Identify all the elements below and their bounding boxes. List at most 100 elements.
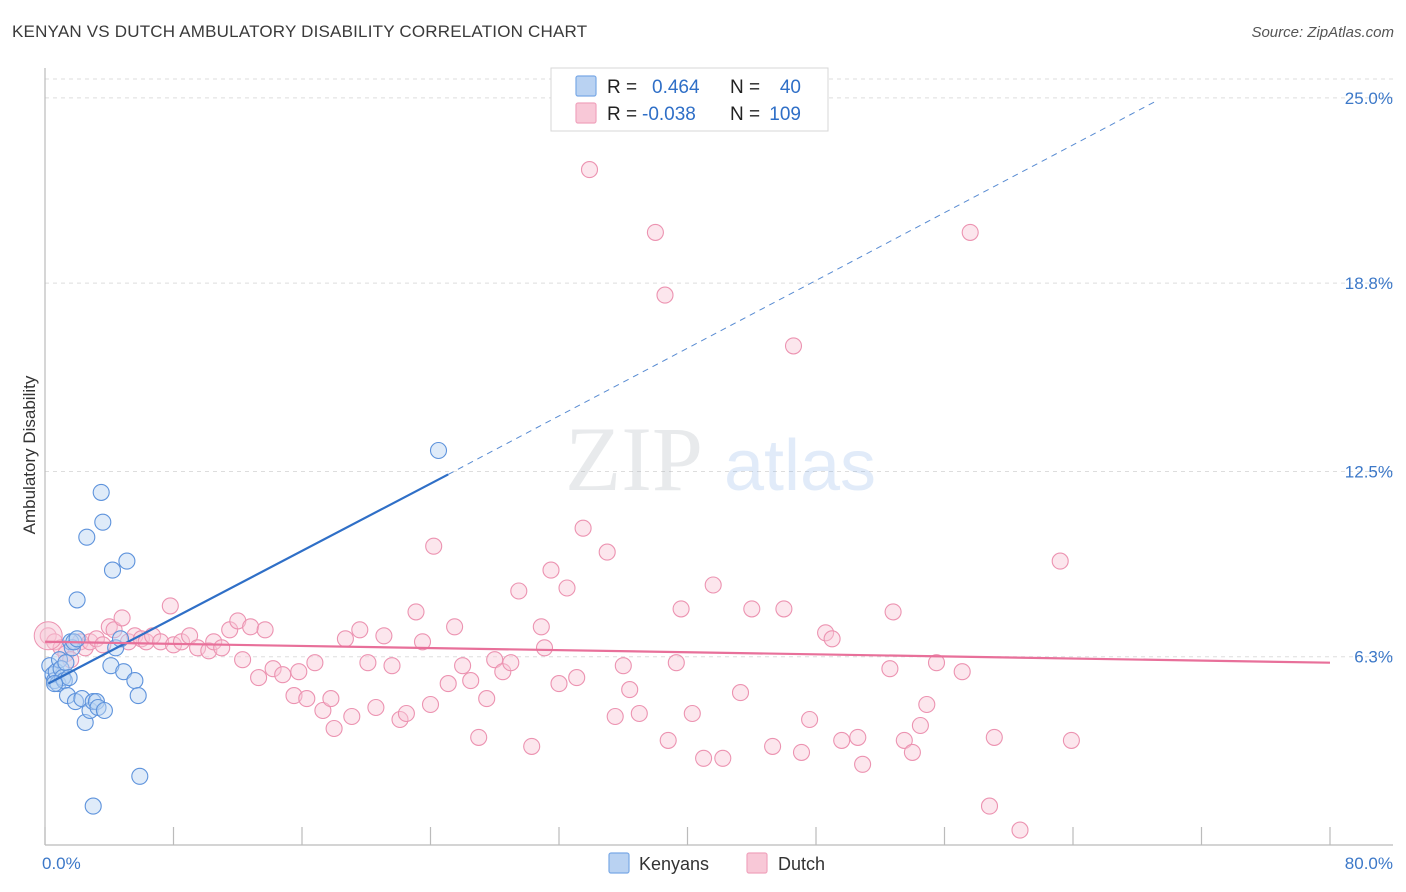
dutch-series <box>33 161 1080 839</box>
dutch-point-large <box>33 621 63 651</box>
dutch-point <box>274 666 292 684</box>
dutch-point <box>322 690 340 708</box>
kenyans-trend-extension <box>447 100 1157 475</box>
dutch-point <box>614 657 632 675</box>
watermark: ZIP atlas <box>565 408 876 510</box>
dutch-point <box>985 728 1003 746</box>
y-tick-label: 12.5% <box>1345 462 1393 481</box>
dutch-point <box>250 669 268 687</box>
dutch-point <box>598 543 616 561</box>
dutch-point <box>510 582 528 600</box>
dutch-point <box>833 731 851 749</box>
kenyans-series <box>41 441 448 815</box>
legend-kenyans-n-value: 40 <box>780 77 801 98</box>
kenyans-point <box>73 690 91 708</box>
dutch-point <box>532 618 550 636</box>
dutch-point <box>298 690 316 708</box>
dutch-point <box>421 695 440 714</box>
dutch-point <box>953 663 971 681</box>
legend: R = 0.464 N = 40 R = -0.038 N = 109 <box>550 67 829 132</box>
legend-kenyans-r-value: 0.464 <box>652 77 700 98</box>
chart-title: KENYAN VS DUTCH AMBULATORY DISABILITY CO… <box>12 22 588 41</box>
dutch-point <box>502 654 520 672</box>
dutch-point <box>672 600 690 618</box>
dutch-point <box>383 657 401 675</box>
dutch-point <box>1011 821 1029 839</box>
dutch-point <box>659 731 677 749</box>
dutch-point <box>486 651 504 669</box>
dutch-point <box>454 657 472 675</box>
dutch-point <box>264 660 282 678</box>
kenyans-point <box>118 552 136 570</box>
dutch-point <box>161 597 179 615</box>
dutch-point <box>961 223 979 241</box>
dutch-point <box>695 749 713 767</box>
dutch-point <box>391 710 409 729</box>
dutch-point <box>256 621 274 639</box>
dutch-point <box>817 624 835 642</box>
dutch-point <box>234 651 252 669</box>
dutch-point <box>200 642 218 660</box>
dutch-point <box>470 728 488 746</box>
x-ticks <box>44 827 1331 845</box>
dutch-point <box>927 654 946 672</box>
dutch-point <box>918 695 936 714</box>
dutch-point <box>558 579 576 597</box>
kenyans-point <box>63 639 81 657</box>
dutch-point <box>1062 731 1080 749</box>
dutch-point <box>823 630 841 648</box>
kenyans-point <box>46 675 64 693</box>
dutch-point <box>784 337 803 355</box>
dutch-point <box>137 633 155 651</box>
legend-dutch-swatch <box>575 102 597 124</box>
kenyans-point <box>103 561 122 579</box>
bottom-legend: Kenyans Dutch <box>608 852 825 874</box>
kenyans-point <box>115 663 133 681</box>
y-tick-label: 18.8% <box>1345 274 1393 293</box>
dutch-point <box>881 660 899 678</box>
legend-kenyans-n-label: N = <box>730 77 760 98</box>
dutch-point <box>351 621 369 639</box>
kenyans-point <box>78 528 96 546</box>
dutch-point <box>574 519 592 537</box>
dutch-point <box>375 627 393 645</box>
legend-dutch-n-label: N = <box>730 104 760 125</box>
bottom-legend-kenyans-swatch <box>608 852 630 874</box>
kenyans-point <box>68 591 86 609</box>
y-tick-label: 25.0% <box>1345 89 1393 108</box>
dutch-point <box>105 621 123 639</box>
legend-dutch-r-label: R = <box>607 104 637 125</box>
dutch-point <box>343 707 361 726</box>
dutch-point <box>911 716 929 735</box>
kenyans-trend-line <box>47 473 449 685</box>
kenyans-point <box>68 630 86 648</box>
watermark-atlas: atlas <box>724 426 876 506</box>
dutch-point <box>523 737 541 755</box>
dutch-point <box>568 669 586 687</box>
dutch-point <box>580 161 599 179</box>
dutch-point <box>667 654 685 672</box>
bottom-legend-dutch-swatch <box>746 852 768 874</box>
dutch-point <box>462 672 480 690</box>
dutch-point <box>1051 552 1069 570</box>
dutch-point <box>606 707 624 726</box>
dutch-point <box>413 633 432 651</box>
watermark-zip: ZIP <box>565 408 703 510</box>
dutch-point <box>731 684 750 702</box>
dutch-point <box>854 755 872 773</box>
dutch-point <box>213 639 231 657</box>
y-tick-labels: 6.3% 12.5% 18.8% 25.0% <box>1345 89 1393 667</box>
dutch-trend-line <box>44 640 1331 664</box>
dutch-point <box>714 749 732 767</box>
legend-dutch-r-value: -0.038 <box>642 104 696 125</box>
dutch-point <box>446 618 464 636</box>
dutch-point <box>775 600 793 618</box>
dutch-point <box>884 603 902 621</box>
dutch-point <box>152 633 170 651</box>
dutch-point <box>397 704 415 723</box>
dutch-point <box>439 675 457 693</box>
y-axis-title: Ambulatory Disability <box>20 375 39 534</box>
dutch-point <box>903 743 921 761</box>
kenyans-point <box>131 767 149 785</box>
